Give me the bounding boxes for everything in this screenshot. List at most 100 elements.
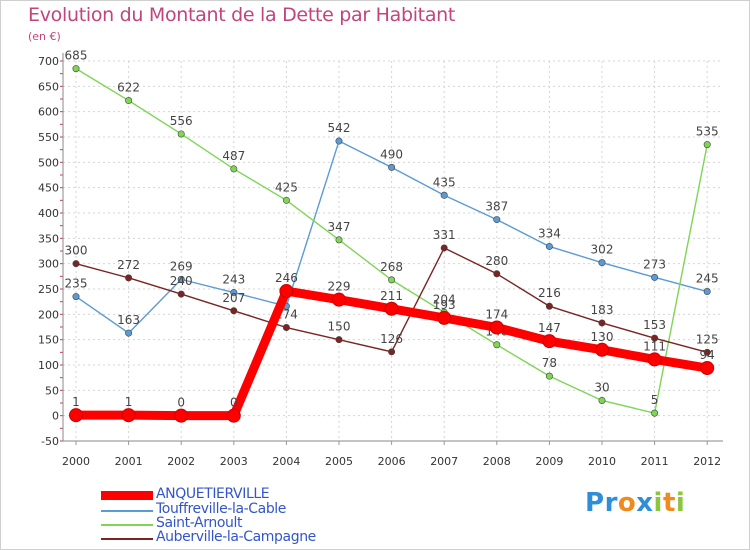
- data-label-auberville-la-campagne: 216: [538, 286, 561, 300]
- data-point-auberville-la-campagne: [177, 290, 185, 298]
- data-point-anquetierville: [279, 284, 294, 299]
- x-tick-label: 2004: [272, 455, 300, 468]
- data-label-touffreville-la-cable: 542: [328, 121, 351, 135]
- data-point-auberville-la-campagne: [651, 334, 659, 342]
- data-label-anquetierville: 0: [177, 396, 185, 410]
- x-tick-label: 2000: [62, 455, 90, 468]
- x-tick-label: 2008: [483, 455, 511, 468]
- logo-letter: x: [636, 488, 654, 518]
- data-point-touffreville-la-cable: [388, 163, 396, 171]
- data-point-saint-arnoult: [651, 409, 659, 417]
- data-label-anquetierville: 1: [125, 395, 133, 409]
- data-point-anquetierville: [174, 408, 189, 423]
- y-tick-label: 700: [38, 55, 59, 68]
- data-label-auberville-la-campagne: 272: [117, 258, 140, 272]
- data-label-auberville-la-campagne: 183: [591, 303, 614, 317]
- data-point-anquetierville: [542, 334, 557, 349]
- data-label-auberville-la-campagne: 280: [485, 254, 508, 268]
- y-tick-label: 550: [38, 131, 59, 144]
- legend-label: Touffreville-la-Cable: [156, 501, 287, 517]
- data-point-touffreville-la-cable: [703, 288, 711, 296]
- data-point-auberville-la-campagne: [230, 307, 238, 315]
- data-point-saint-arnoult: [493, 341, 501, 349]
- data-label-auberville-la-campagne: 331: [433, 228, 456, 242]
- data-label-auberville-la-campagne: 150: [328, 320, 351, 334]
- logo-letter: o: [617, 488, 637, 518]
- data-point-anquetierville: [69, 408, 83, 423]
- data-label-auberville-la-campagne: 153: [643, 318, 666, 332]
- data-point-touffreville-la-cable: [335, 137, 343, 145]
- x-tick-label: 2011: [641, 455, 669, 468]
- data-point-auberville-la-campagne: [440, 244, 448, 252]
- data-label-saint-arnoult: 425: [275, 180, 298, 194]
- x-tick-label: 2007: [430, 455, 458, 468]
- y-tick-label: 200: [38, 308, 59, 321]
- data-point-touffreville-la-cable: [493, 216, 501, 224]
- y-tick-label: 100: [38, 359, 59, 372]
- data-point-anquetierville: [595, 342, 609, 357]
- data-point-saint-arnoult: [282, 196, 290, 204]
- data-point-touffreville-la-cable: [177, 275, 185, 283]
- data-point-auberville-la-campagne: [545, 302, 553, 310]
- data-label-saint-arnoult: 78: [542, 356, 557, 370]
- y-tick-label: 500: [38, 156, 59, 169]
- y-tick-label: 350: [38, 232, 59, 245]
- data-point-touffreville-la-cable: [72, 293, 80, 301]
- data-point-saint-arnoult: [125, 97, 133, 105]
- data-label-anquetierville: 147: [538, 321, 561, 335]
- x-tick-label: 2010: [588, 455, 616, 468]
- x-tick-label: 2009: [535, 455, 563, 468]
- data-label-auberville-la-campagne: 207: [222, 291, 245, 305]
- data-label-anquetierville: 130: [591, 330, 614, 344]
- data-point-touffreville-la-cable: [230, 289, 238, 297]
- data-label-anquetierville: 211: [380, 289, 403, 303]
- y-tick-label: 50: [45, 384, 59, 397]
- data-label-saint-arnoult: 487: [222, 149, 245, 163]
- data-label-saint-arnoult: 535: [696, 125, 719, 139]
- data-point-touffreville-la-cable: [125, 329, 133, 337]
- data-point-touffreville-la-cable: [440, 191, 448, 199]
- data-label-touffreville-la-cable: 387: [485, 200, 508, 214]
- data-label-touffreville-la-cable: 245: [696, 272, 719, 286]
- logo-letter: t: [662, 488, 676, 518]
- chart-title: Evolution du Montant de la Dette par Hab…: [28, 4, 456, 26]
- legend-label: Saint-Arnoult: [156, 515, 243, 531]
- data-label-anquetierville: 111: [643, 339, 666, 353]
- data-point-anquetierville: [226, 408, 241, 423]
- x-tick-label: 2006: [378, 455, 406, 468]
- y-tick-label: 600: [38, 106, 59, 119]
- y-tick-label: -50: [41, 435, 59, 448]
- data-label-auberville-la-campagne: 300: [65, 244, 88, 258]
- data-label-touffreville-la-cable: 435: [433, 175, 456, 189]
- y-tick-label: 150: [38, 334, 59, 347]
- data-label-auberville-la-campagne: 125: [696, 332, 719, 346]
- data-point-touffreville-la-cable: [651, 273, 659, 281]
- data-label-touffreville-la-cable: 163: [117, 313, 140, 327]
- data-point-saint-arnoult: [72, 65, 80, 73]
- data-point-auberville-la-campagne: [493, 270, 501, 278]
- x-tick-label: 2002: [167, 455, 195, 468]
- y-tick-label: 0: [52, 410, 59, 423]
- data-label-saint-arnoult: 5: [651, 393, 659, 407]
- y-tick-label: 300: [38, 258, 59, 271]
- x-tick-label: 2003: [220, 455, 248, 468]
- data-point-saint-arnoult: [177, 130, 185, 138]
- data-label-touffreville-la-cable: 235: [65, 277, 88, 291]
- data-label-touffreville-la-cable: 243: [222, 273, 245, 287]
- data-point-auberville-la-campagne: [125, 274, 133, 282]
- data-label-saint-arnoult: 622: [117, 81, 140, 95]
- data-point-saint-arnoult: [545, 372, 553, 380]
- legend-swatch: [101, 491, 153, 500]
- data-point-saint-arnoult: [598, 396, 606, 404]
- data-label-anquetierville: 1: [72, 395, 80, 409]
- y-tick-label: 400: [38, 207, 59, 220]
- data-label-anquetierville: 174: [485, 308, 508, 322]
- data-label-touffreville-la-cable: 302: [591, 243, 614, 257]
- data-point-auberville-la-campagne: [388, 348, 396, 356]
- y-tick-label: 650: [38, 80, 59, 93]
- data-point-auberville-la-campagne: [282, 324, 290, 332]
- data-point-saint-arnoult: [388, 276, 396, 284]
- data-point-auberville-la-campagne: [703, 348, 711, 356]
- data-point-saint-arnoult: [703, 141, 711, 149]
